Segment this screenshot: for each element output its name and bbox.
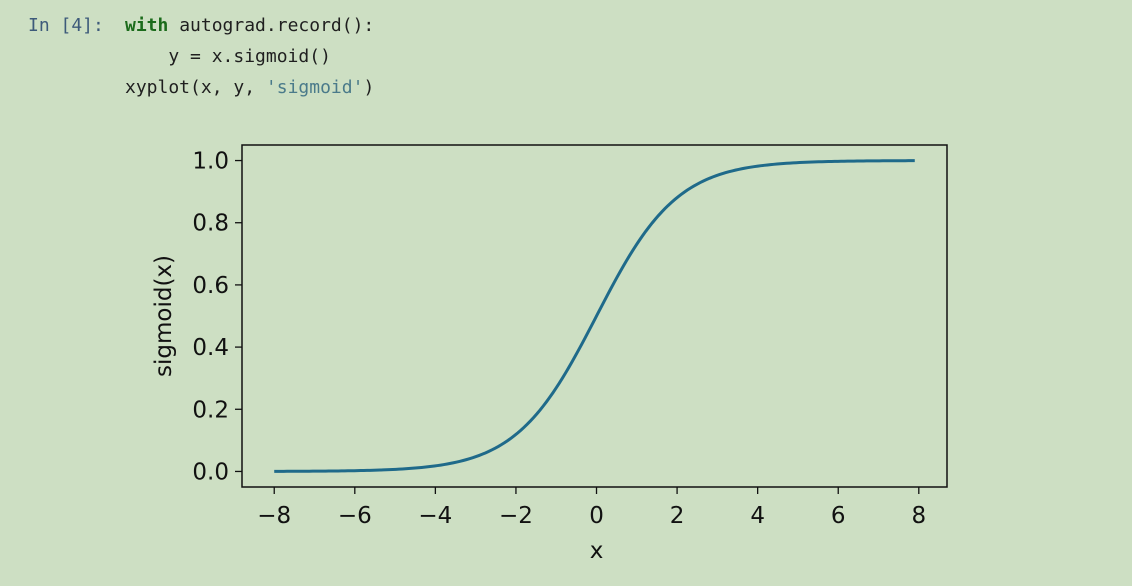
x-tick-label: 4 [750, 503, 765, 529]
x-axis-label: x [590, 538, 604, 564]
code-editor[interactable]: with autograd.record(): y = x.sigmoid() x… [125, 10, 374, 103]
x-tick-label: −4 [418, 503, 452, 529]
x-tick-label: 8 [911, 503, 926, 529]
y-tick-label: 0.2 [192, 397, 229, 423]
code-line: xyplot(x, y, 'sigmoid') [125, 72, 374, 103]
code-token: autograd.record(): [168, 15, 375, 36]
code-keyword: with [125, 15, 169, 36]
code-line: with autograd.record(): [125, 10, 374, 41]
y-tick-label: 1.0 [192, 149, 229, 175]
x-tick-label: 2 [670, 503, 685, 529]
code-token: y = x.sigmoid() [125, 46, 331, 67]
y-tick-label: 0.8 [192, 211, 229, 237]
code-line: y = x.sigmoid() [125, 41, 374, 72]
plot-area-frame [241, 144, 948, 488]
x-tick-label: 6 [831, 503, 846, 529]
x-tick-label: 0 [589, 503, 604, 529]
y-tick-label: 0.0 [192, 459, 229, 485]
y-tick-label: 0.6 [192, 273, 229, 299]
input-prompt: In [4]: [28, 15, 104, 36]
code-token: xyplot(x, y, [125, 77, 266, 98]
sigmoid-curve-line [274, 159, 915, 473]
y-tick-label: 0.4 [192, 335, 229, 361]
x-tick-label: −2 [499, 503, 533, 529]
x-tick-label: −6 [338, 503, 372, 529]
code-token: ) [363, 77, 375, 98]
x-tick-label: −8 [257, 503, 291, 529]
code-string: 'sigmoid' [265, 77, 364, 98]
y-axis-label: sigmoid(x) [151, 255, 177, 377]
